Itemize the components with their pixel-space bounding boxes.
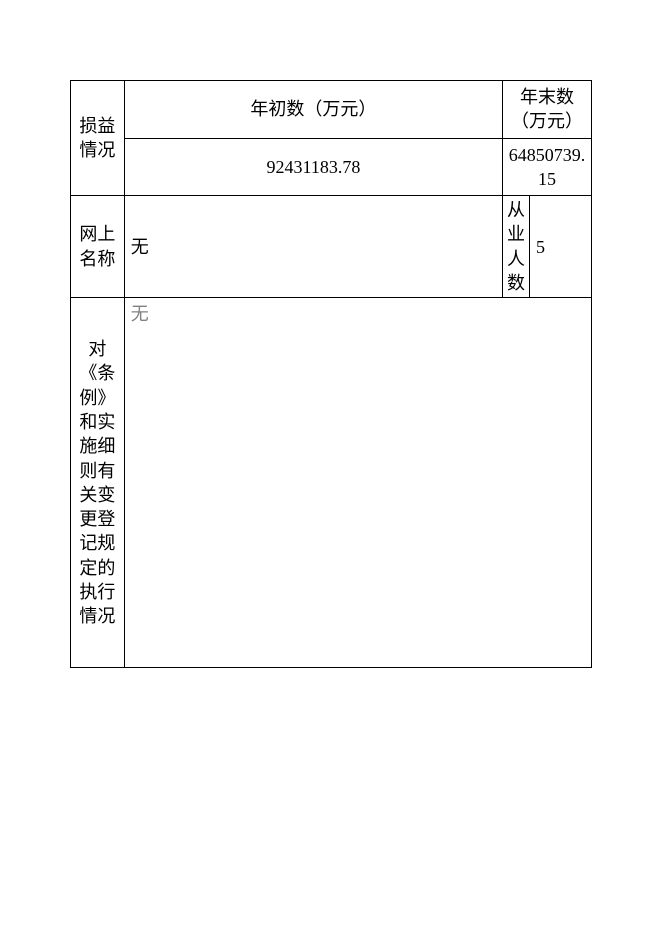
table-row: 92431183.78 64850739.15 xyxy=(71,138,592,196)
regulation-label: 对《条例》和实施细则有关变更登记规定的执行情况 xyxy=(71,298,125,668)
table-row: 损益情况 年初数（万元） 年末数（万元） xyxy=(71,81,592,139)
online-name-value: 无 xyxy=(124,196,502,298)
employees-value: 5 xyxy=(529,196,591,298)
year-start-value: 92431183.78 xyxy=(124,138,502,196)
document-page: 损益情况 年初数（万元） 年末数（万元） 92431183.78 6485073… xyxy=(0,0,662,668)
online-name-label: 网上名称 xyxy=(71,196,125,298)
regulation-value: 无 xyxy=(124,298,591,668)
profit-loss-label: 损益情况 xyxy=(71,81,125,196)
year-start-header: 年初数（万元） xyxy=(124,81,502,139)
year-end-value: 64850739.15 xyxy=(503,138,592,196)
year-end-header: 年末数（万元） xyxy=(503,81,592,139)
employees-label: 从业人数 xyxy=(503,196,530,298)
data-table: 损益情况 年初数（万元） 年末数（万元） 92431183.78 6485073… xyxy=(70,80,592,668)
table-row: 网上名称 无 从业人数 5 xyxy=(71,196,592,298)
table-row: 对《条例》和实施细则有关变更登记规定的执行情况 无 xyxy=(71,298,592,668)
